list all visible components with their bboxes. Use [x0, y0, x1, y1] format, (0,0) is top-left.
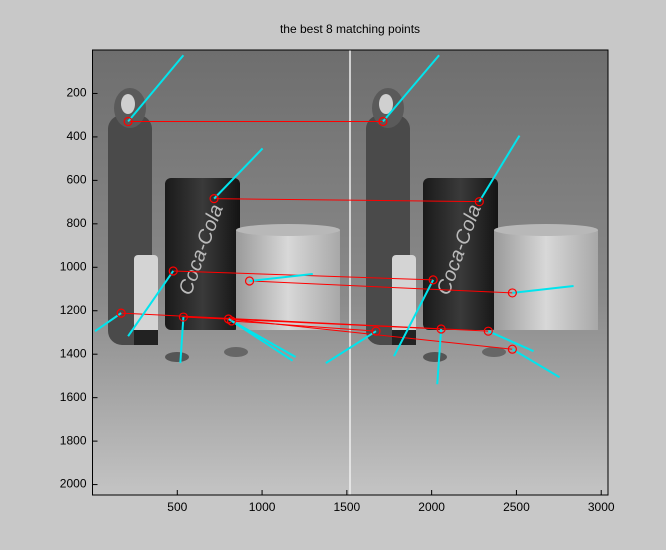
- y-tick-label: 800: [66, 216, 86, 230]
- y-tick-label: 1800: [60, 433, 87, 447]
- figure: Coca-Cola the best 8 matching points 500…: [0, 0, 666, 550]
- y-tick-label: 600: [66, 173, 86, 187]
- chart-title: the best 8 matching points: [280, 22, 420, 36]
- y-tick-label: 1200: [60, 303, 87, 317]
- y-tick-label: 400: [66, 129, 86, 143]
- x-tick-label: 500: [167, 500, 187, 514]
- y-tick-label: 1600: [60, 390, 87, 404]
- y-tick-label: 1400: [60, 346, 87, 360]
- x-tick-label: 1500: [334, 500, 361, 514]
- y-tick-label: 200: [66, 86, 86, 100]
- y-tick-label: 1000: [60, 259, 87, 273]
- y-tick-label: 2000: [60, 477, 87, 491]
- x-tick-label: 2000: [418, 500, 445, 514]
- x-tick-label: 1000: [249, 500, 276, 514]
- x-tick-label: 3000: [588, 500, 615, 514]
- x-tick-label: 2500: [503, 500, 530, 514]
